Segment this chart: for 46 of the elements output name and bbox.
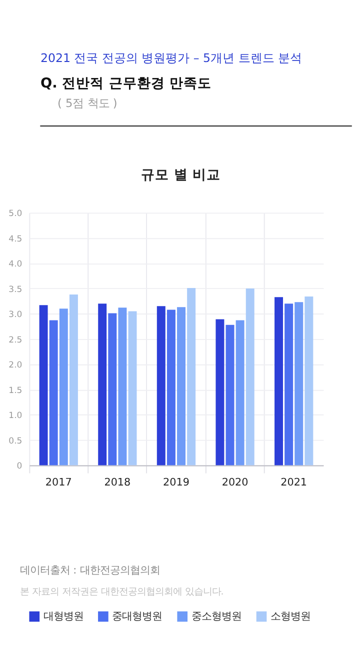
bar	[226, 324, 234, 466]
bar	[274, 297, 284, 466]
x-tick-label: 2018	[104, 476, 131, 489]
bar	[39, 305, 48, 466]
y-tick-label: 4.5	[8, 233, 22, 244]
bar	[108, 313, 117, 466]
chart-title: Q. 전반적 근무환경 만족도	[40, 75, 212, 92]
y-tick-label: 0.5	[8, 435, 22, 446]
bar	[49, 320, 58, 466]
y-tick-label: 4.0	[8, 258, 22, 269]
bar	[294, 302, 304, 466]
bar	[156, 306, 166, 466]
y-tick-label: 2.5	[8, 334, 22, 344]
bar	[69, 294, 78, 466]
bar	[246, 288, 254, 466]
y-tick-label: 1.5	[8, 384, 22, 395]
y-tick-label: 3.5	[8, 284, 22, 294]
bar	[284, 304, 294, 466]
legend-label: 대형병원	[43, 610, 84, 622]
legend-label: 중소형병원	[191, 610, 242, 622]
text: 2021 전국 전공의 병원평가 – 5개년 트렌드 분석	[40, 50, 302, 65]
text: 규모 별 비교	[141, 166, 221, 183]
bar	[59, 308, 68, 466]
x-tick-label: 2020	[222, 476, 248, 489]
bar	[187, 288, 196, 466]
chart-subtitle: ( 5점 척도 )	[57, 97, 118, 110]
x-tick-label: 2019	[163, 476, 190, 489]
legend-label: 소형병원	[270, 610, 310, 622]
bar	[128, 311, 137, 466]
text: 본 자료의 저작권은 대한전공의협의회에 있습니다.	[20, 586, 224, 598]
bar	[118, 308, 127, 466]
legend-label: 중대형병원	[112, 610, 162, 622]
y-tick-label: 2.0	[8, 360, 22, 370]
bar	[236, 320, 244, 466]
bar	[304, 296, 314, 466]
y-tick-label: 3.0	[8, 309, 22, 320]
x-tick-label: 2021	[280, 476, 308, 489]
text: 데이터출처 : 대한전공의협의회	[20, 564, 160, 577]
y-tick-label: 0	[16, 460, 22, 471]
bar	[216, 319, 224, 466]
x-tick-label: 2017	[45, 476, 72, 489]
bar	[98, 304, 107, 466]
y-tick-label: 1.0	[8, 410, 22, 420]
bar	[177, 307, 186, 466]
y-tick-label: 5.0	[8, 208, 22, 218]
bar	[166, 310, 176, 466]
